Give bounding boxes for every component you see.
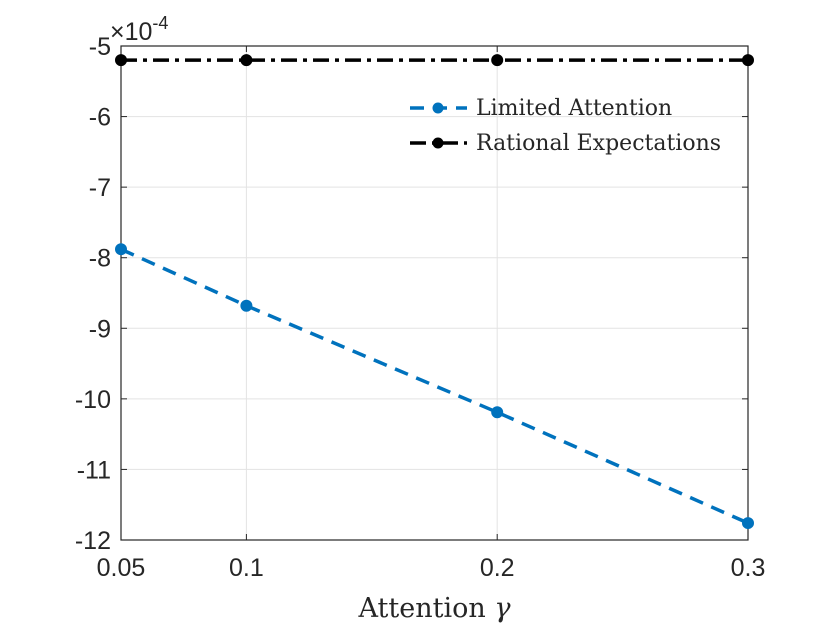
x-tick-label: 0.05 [97, 554, 146, 582]
data-point-rational-expectations [742, 54, 754, 67]
y-tick-label: -8 [89, 245, 111, 273]
x-tick-label: 0.1 [229, 554, 264, 582]
y-scale-exponent-label: ×10-4 [110, 13, 168, 46]
x-tick-label: 0.3 [731, 554, 766, 582]
series-limited-attention [115, 243, 754, 530]
data-point-limited-attention [115, 243, 127, 256]
legend: Limited Attention Rational Expectations [410, 96, 721, 156]
data-point-limited-attention [742, 517, 754, 530]
data-point-rational-expectations [491, 54, 504, 67]
x-axis-title-symbol: γ [494, 593, 511, 624]
y-tick-label: -11 [77, 456, 111, 484]
data-point-limited-attention [491, 406, 504, 419]
y-scale-exponent: -4 [152, 13, 168, 33]
legend-label-limited-attention: Limited Attention [476, 96, 672, 121]
data-point-rational-expectations [240, 54, 253, 67]
series-line-limited-attention [120, 247, 749, 525]
x-axis-title-text: Attention [358, 593, 486, 624]
y-scale-base: ×10 [110, 18, 152, 46]
series-rational-expectations [115, 54, 754, 67]
x-tick-label: 0.2 [480, 554, 515, 582]
series [115, 54, 754, 530]
legend-marker-rational-expectations [432, 137, 444, 149]
legend-label-rational-expectations: Rational Expectations [476, 131, 721, 156]
y-tick-label: -6 [89, 104, 111, 132]
y-tick-label: -10 [75, 386, 111, 414]
x-axis-title: Attention γ [358, 593, 512, 624]
data-point-rational-expectations [115, 54, 127, 67]
y-tick-label: -12 [75, 527, 111, 555]
ticks: 0.05 0.1 0.2 0.3 -12 -11 -10 -9 -8 -7 -6 -5 [75, 33, 766, 582]
data-point-limited-attention [240, 299, 253, 312]
y-tick-label: -7 [89, 174, 111, 202]
legend-marker-limited-attention [432, 102, 444, 114]
plot-frame [120, 45, 749, 541]
y-tick-label: -9 [89, 315, 111, 343]
y-tick-label: -5 [89, 33, 111, 61]
